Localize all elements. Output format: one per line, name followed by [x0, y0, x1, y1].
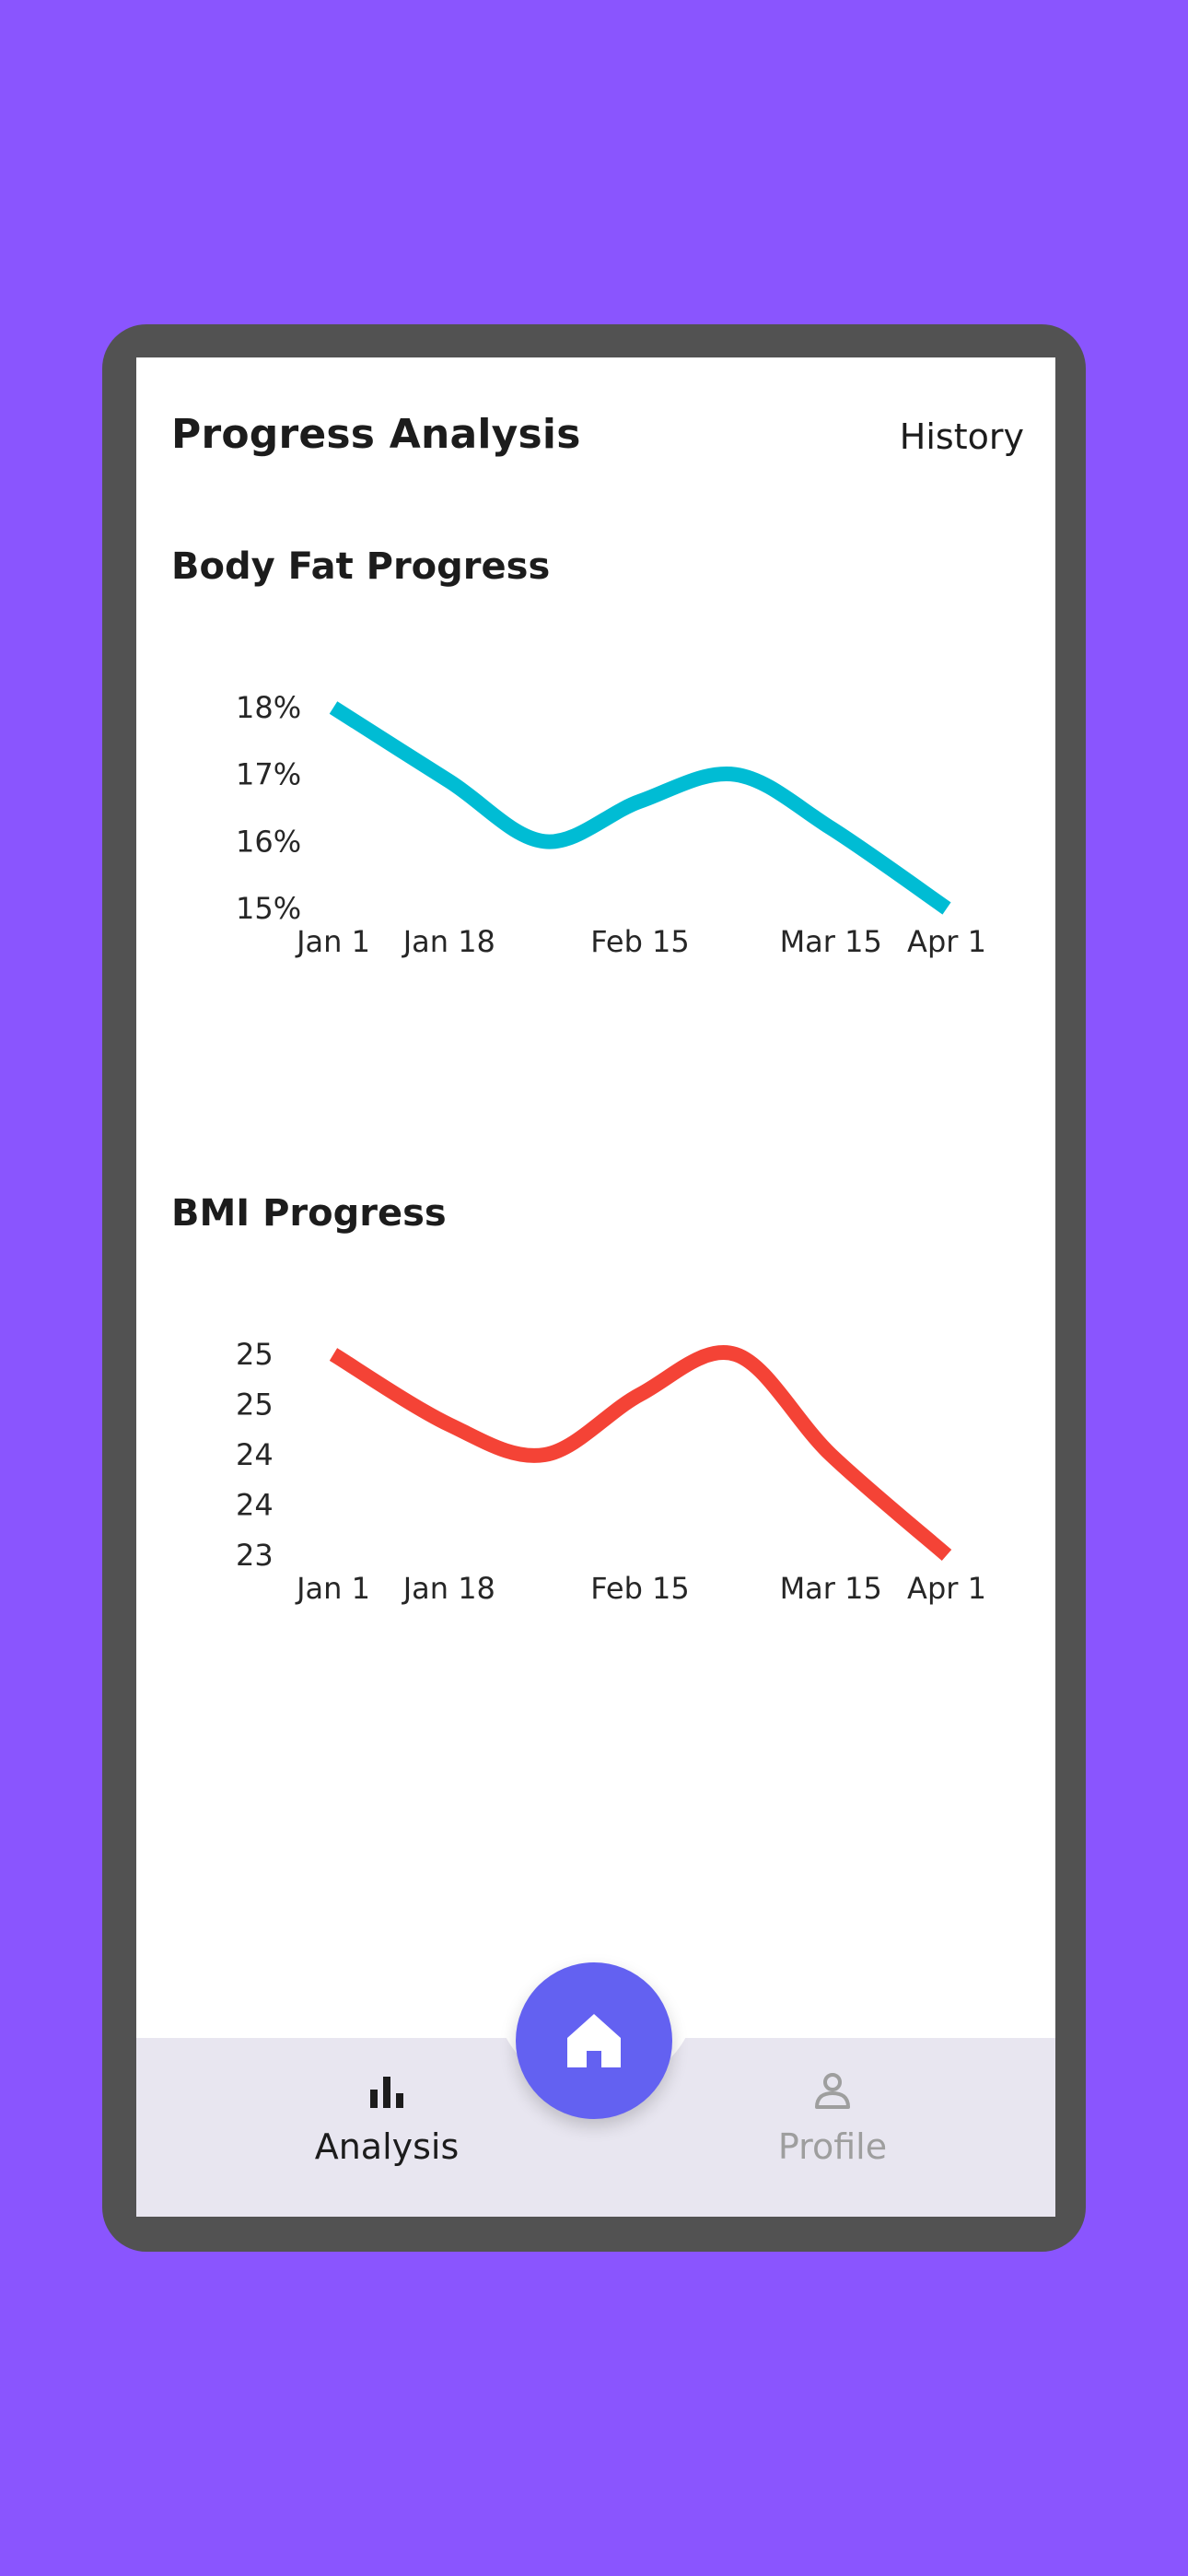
y-tick-label: 16%	[236, 824, 301, 859]
x-tick-label: Jan 1	[295, 924, 370, 959]
x-tick-label: Jan 1	[295, 1571, 370, 1606]
y-tick-label: 18%	[236, 690, 301, 725]
y-tick-label: 23	[236, 1538, 274, 1573]
y-tick-label: 24	[236, 1488, 274, 1523]
nav-label-analysis: Analysis	[314, 2126, 460, 2167]
x-tick-label: Jan 18	[402, 1571, 495, 1606]
app-screen: Progress Analysis History Body Fat Progr…	[136, 357, 1055, 2217]
series-line	[329, 701, 951, 915]
y-tick-label: 17%	[236, 757, 301, 792]
x-tick-label: Mar 15	[780, 924, 882, 959]
nav-label-profile: Profile	[777, 2126, 888, 2167]
nav-item-analysis[interactable]: Analysis	[267, 2066, 507, 2167]
x-tick-label: Apr 1	[907, 924, 986, 959]
y-tick-label: 25	[236, 1388, 274, 1423]
bmi-chart: 25 25 24 24 23 Jan 1 Jan 18 Feb 15 Mar 15 Apr 1	[236, 1337, 986, 1606]
body-fat-section-title: Body Fat Progress	[171, 545, 551, 588]
x-tick-label: Feb 15	[590, 924, 690, 959]
x-tick-label: Mar 15	[780, 1571, 882, 1606]
y-tick-label: 24	[236, 1437, 274, 1472]
body-fat-chart: 18% 17% 16% 15%Jan 1 Jan 18 Feb 15 Mar 15 Apr 1	[236, 690, 986, 959]
home-button[interactable]	[516, 1962, 672, 2119]
x-tick-label: Apr 1	[907, 1571, 986, 1606]
y-tick-label: 15%	[236, 891, 301, 926]
y-tick-label: 25	[236, 1337, 274, 1372]
history-button[interactable]: History	[899, 416, 1024, 457]
bar-chart-icon	[370, 2077, 403, 2108]
home-icon	[567, 2014, 621, 2067]
person-icon	[815, 2073, 850, 2109]
series-line	[329, 1345, 952, 1562]
bmi-section-title: BMI Progress	[171, 1192, 447, 1235]
nav-item-profile[interactable]: Profile	[713, 2066, 952, 2167]
page-title: Progress Analysis	[171, 411, 581, 458]
x-tick-label: Feb 15	[590, 1571, 690, 1606]
x-tick-label: Jan 18	[402, 924, 495, 959]
